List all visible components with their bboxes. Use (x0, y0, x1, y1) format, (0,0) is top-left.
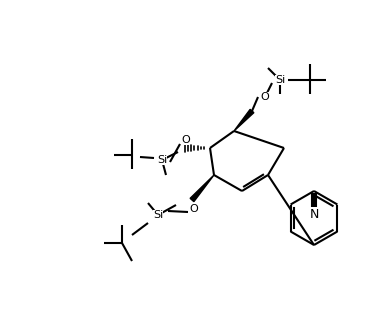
Text: Si: Si (157, 155, 167, 165)
Text: O: O (261, 92, 270, 102)
Text: N: N (309, 209, 319, 222)
Polygon shape (234, 109, 254, 131)
Polygon shape (190, 175, 214, 202)
Text: Si: Si (275, 75, 285, 85)
Text: Si: Si (153, 210, 163, 220)
Text: O: O (190, 204, 198, 214)
Text: O: O (182, 135, 190, 145)
